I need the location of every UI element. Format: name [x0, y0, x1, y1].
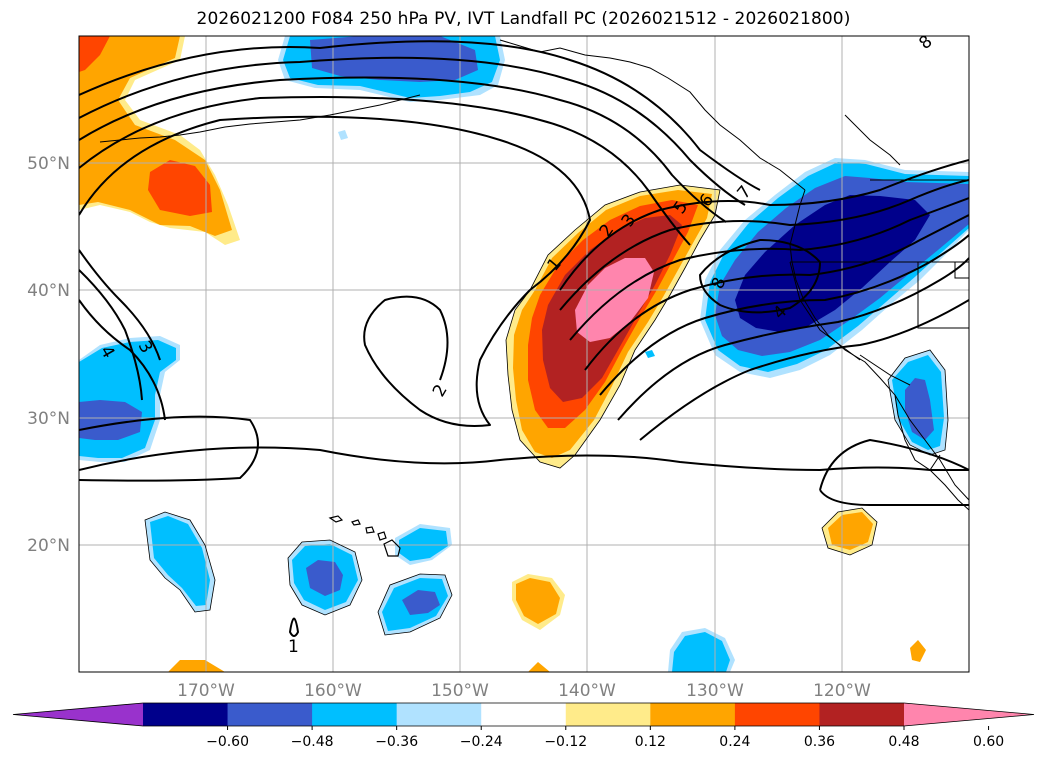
anomaly-positive-blob-bottom-left	[168, 660, 225, 672]
lon-label: 170°W	[177, 681, 235, 701]
anomaly-negative-north	[278, 36, 505, 102]
anomaly-negative-blob-1	[145, 512, 215, 612]
colorbar: −0.60 −0.48 −0.36 −0.24 −0.12 0.12 0.24 0.36 0.4…	[12, 702, 1035, 750]
colorbar-tick-label: 0.36	[804, 734, 835, 750]
colorbar-bin	[312, 703, 398, 726]
lon-label: 160°W	[304, 681, 362, 701]
colorbar-extend-high	[904, 703, 1034, 726]
hawaii-islands	[328, 515, 401, 557]
anomaly-negative-speck	[338, 130, 348, 140]
map-title: 2026021200 F084 250 hPa PV, IVT Landfall…	[196, 9, 851, 29]
lat-label: 30°N	[27, 409, 70, 429]
lon-labels: 170°W 160°W 150°W 140°W 130°W 120°W	[177, 681, 871, 701]
lon-label: 120°W	[813, 681, 871, 701]
lat-label: 40°N	[27, 281, 70, 301]
colorbar-outline	[12, 702, 1035, 727]
colorbar-bin	[650, 703, 736, 726]
anomaly-positive-blob-mexico	[910, 640, 926, 662]
colorbar-tick-label: −0.12	[544, 734, 587, 750]
colorbar-bin	[819, 703, 905, 726]
lat-label: 20°N	[27, 536, 70, 556]
colorbar-tick-label: 0.60	[973, 734, 1004, 750]
anomaly-positive-blob-bottom	[528, 662, 550, 672]
lat-labels: 50°N 40°N 30°N 20°N	[27, 154, 70, 556]
contour-label: 1	[288, 637, 299, 657]
colorbar-tick-label: −0.48	[291, 734, 334, 750]
gridlines	[79, 36, 969, 672]
lat-label: 50°N	[27, 154, 70, 174]
anomaly-negative-blob-baja	[888, 350, 948, 455]
anomaly-positive-blob-baja	[822, 508, 877, 555]
colorbar-bin	[396, 703, 482, 726]
anomaly-positive-main-plume	[506, 185, 720, 468]
colorbar-extend-low	[13, 703, 143, 726]
colorbar-tick-label: −0.36	[375, 734, 418, 750]
colorbar-tick-label: 0.48	[888, 734, 919, 750]
colorbar-tick-label: −0.24	[460, 734, 503, 750]
anomaly-negative-east-pacific	[700, 158, 969, 378]
contours	[79, 40, 969, 637]
colorbar-tick-label: 0.12	[635, 734, 666, 750]
colorbar-bin	[565, 703, 651, 726]
colorbar-bin	[481, 703, 567, 726]
colorbar-bin	[143, 703, 229, 726]
anomaly-negative-blob-2	[288, 540, 362, 615]
anomaly-negative-speck-2	[645, 350, 655, 358]
anomaly-negative-west	[79, 336, 180, 462]
anomaly-positive-blob-south	[512, 574, 565, 630]
anomaly-positive-northwest	[79, 36, 240, 245]
lon-label: 130°W	[686, 681, 744, 701]
colorbar-tick-label: −0.60	[206, 734, 249, 750]
shading-outlines	[144, 184, 949, 636]
map-frame	[78, 35, 970, 673]
lon-label: 140°W	[558, 681, 616, 701]
map-content: 1 2 3 5 6 7 8 4 3 2 1 8 4	[79, 36, 969, 672]
anomaly-negative-blob-4	[378, 574, 452, 635]
colorbar-bin	[734, 703, 820, 726]
colorbar-bin	[227, 703, 313, 726]
lon-label: 150°W	[431, 681, 489, 701]
colorbar-tick-label: 0.24	[719, 734, 750, 750]
